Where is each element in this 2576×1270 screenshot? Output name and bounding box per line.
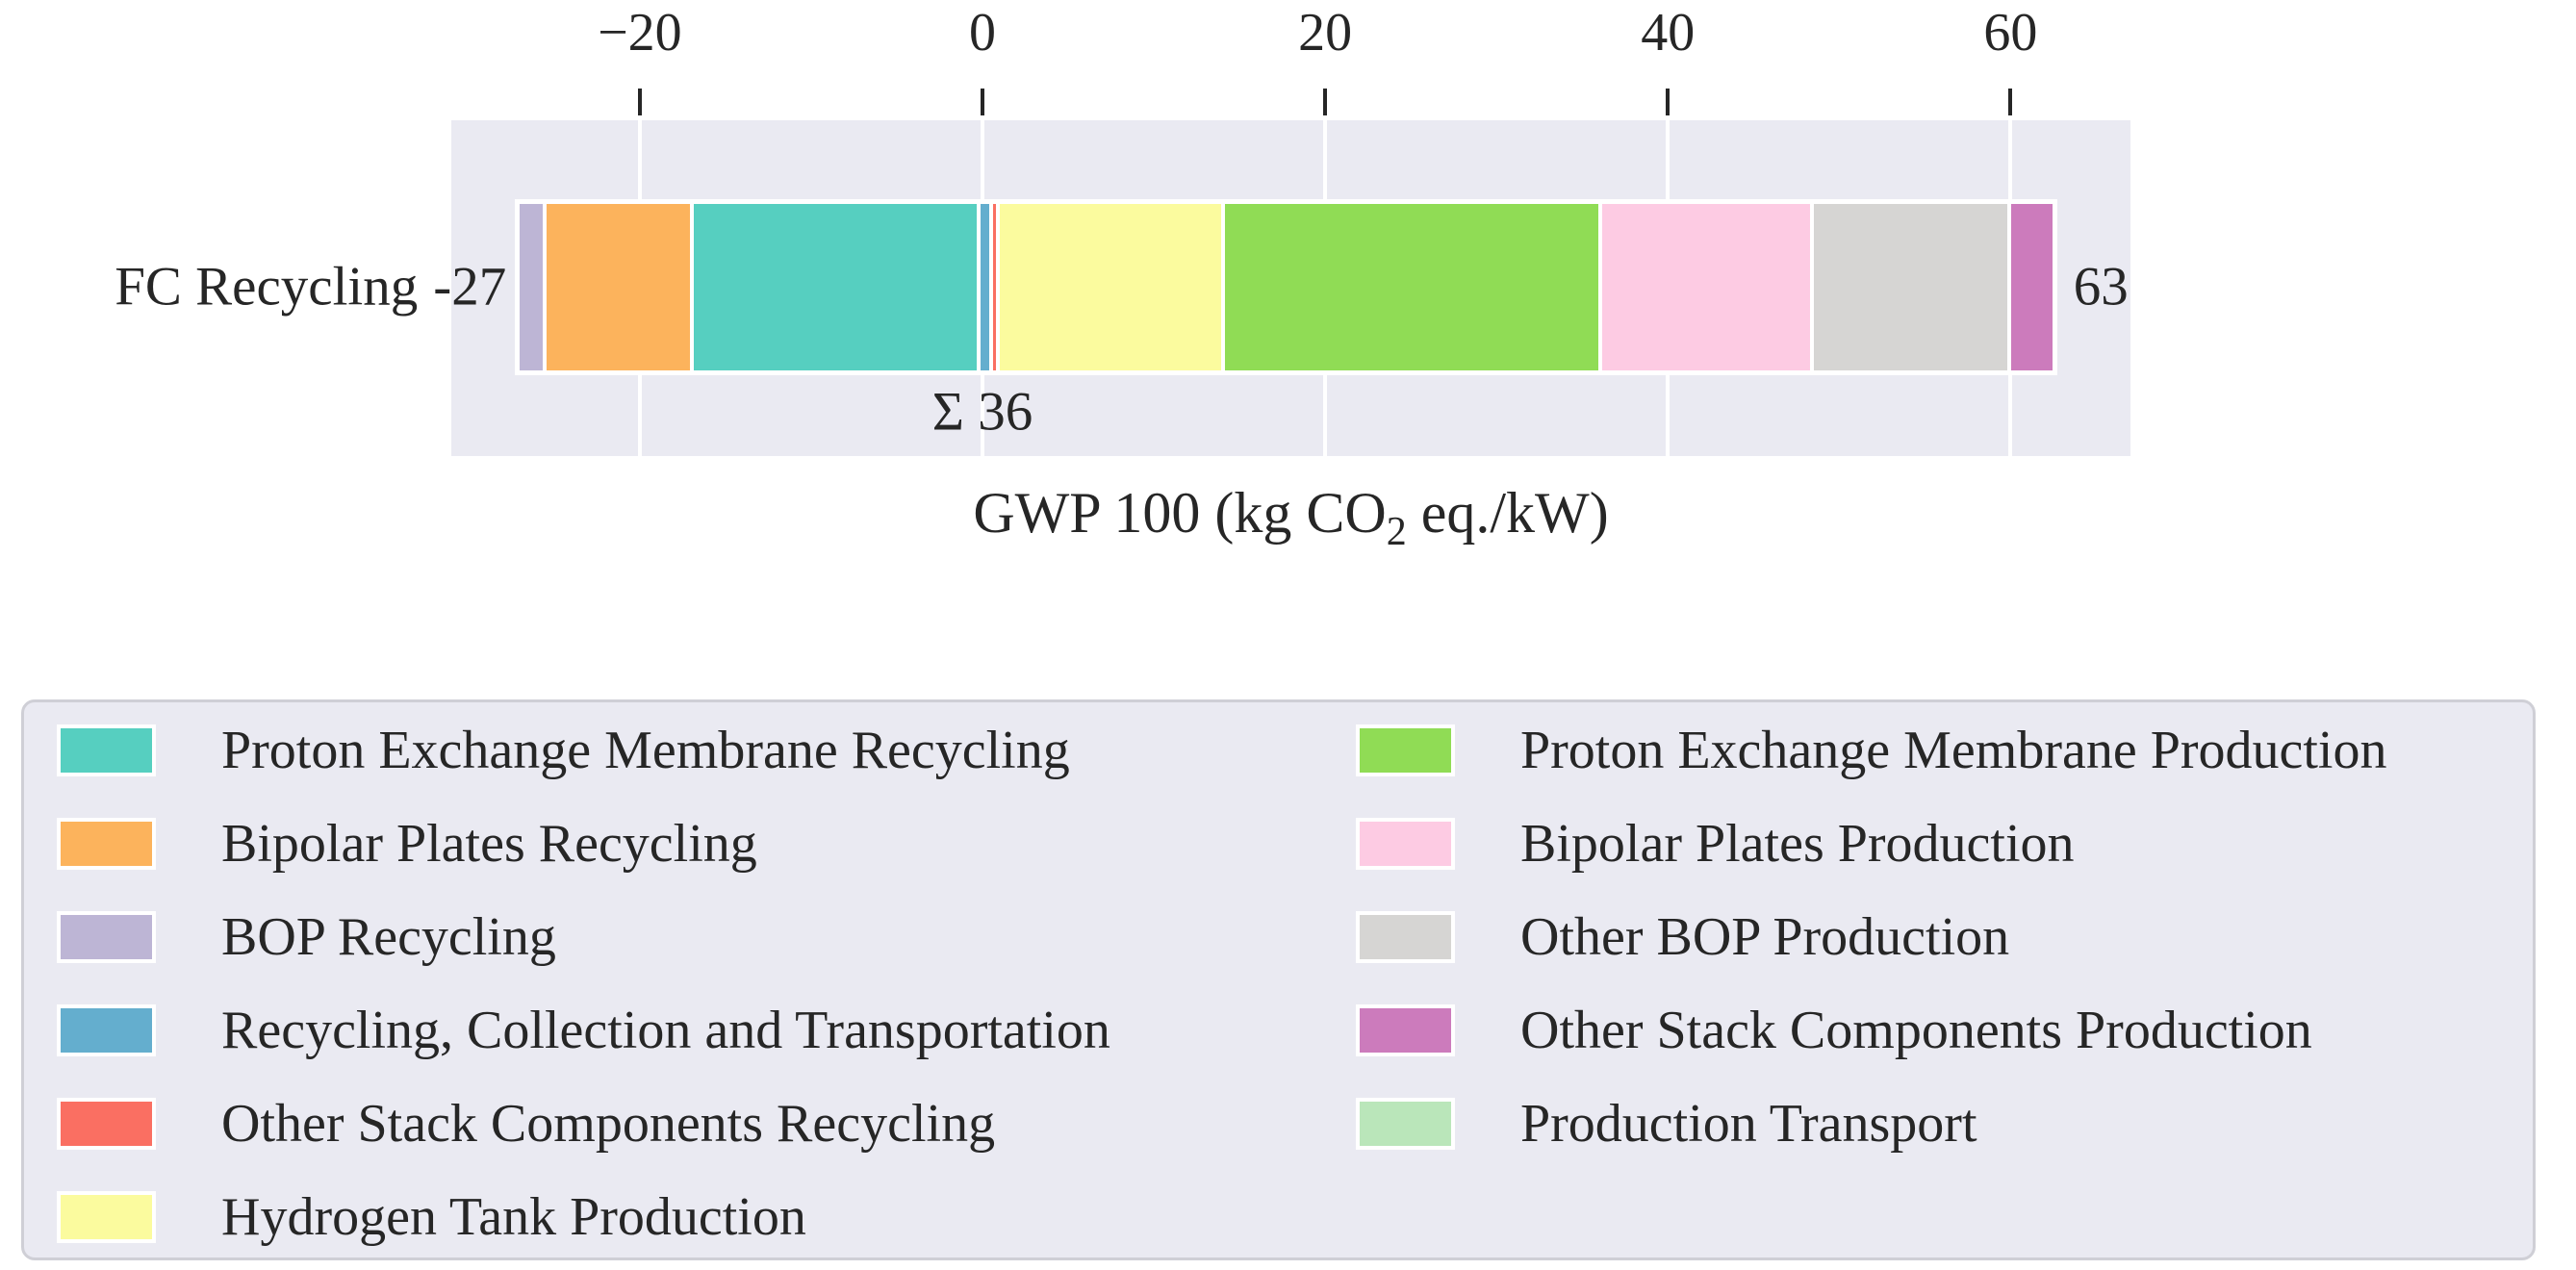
legend-item-recycling-collection-and-transportation: Recycling, Collection and Transportation <box>61 1000 1110 1061</box>
segment-proton-exchange-membrane-recycling <box>694 204 978 370</box>
axis-title-post: eq./kW) <box>1406 481 1609 545</box>
legend-item-proton-exchange-membrane-recycling: Proton Exchange Membrane Recycling <box>61 720 1070 781</box>
segment-recycling-collection-and-transportation <box>981 204 989 370</box>
tick-label-40: 40 <box>1641 3 1696 63</box>
legend-label: Recycling, Collection and Transportation <box>221 1001 1110 1060</box>
negative-total-value: -27 <box>433 256 507 318</box>
legend-label: Other Stack Components Production <box>1520 1001 2312 1060</box>
segment-bipolar-plates-recycling <box>547 204 691 370</box>
legend-swatch <box>1360 915 1451 959</box>
legend-item-production-transport: Production Transport <box>1360 1093 1977 1155</box>
tick-mark-60 <box>2008 89 2013 115</box>
tick-mark--20 <box>637 89 642 115</box>
legend-label: Other Stack Components Recycling <box>221 1094 996 1154</box>
tick-mark-40 <box>1666 89 1671 115</box>
legend-swatch <box>61 1195 152 1239</box>
tick-mark-20 <box>1323 89 1328 115</box>
plot-area <box>451 120 2130 456</box>
legend-label: Proton Exchange Membrane Recycling <box>221 721 1070 780</box>
legend-swatch <box>61 728 152 773</box>
legend-swatch <box>61 915 152 959</box>
tick-label-0: 0 <box>968 3 996 63</box>
legend-item-proton-exchange-membrane-production: Proton Exchange Membrane Production <box>1360 720 2386 781</box>
legend-label: BOP Recycling <box>221 907 556 967</box>
legend-swatch <box>1360 728 1451 773</box>
segment-hydrogen-tank-production <box>1000 204 1222 370</box>
legend-label: Production Transport <box>1520 1094 1977 1154</box>
axis-title-sub: 2 <box>1386 510 1407 554</box>
axis-title-pre: GWP 100 (kg CO <box>973 481 1387 545</box>
legend-label: Bipolar Plates Production <box>1520 814 2075 874</box>
legend-swatch <box>61 1102 152 1146</box>
segment-proton-exchange-membrane-production <box>1225 204 1598 370</box>
legend-item-other-stack-components-recycling: Other Stack Components Recycling <box>61 1093 995 1155</box>
legend-swatch <box>61 1008 152 1053</box>
legend-box: Proton Exchange Membrane Recycling Bipola… <box>21 699 2536 1260</box>
tick-label-20: 20 <box>1298 3 1353 63</box>
legend-swatch <box>61 822 152 866</box>
fc-recycling-stacked-bar <box>515 199 2057 375</box>
segment-other-stack-components-production <box>2010 204 2053 370</box>
positive-total-value: 63 <box>2073 256 2129 318</box>
legend-item-hydrogen-tank-production: Hydrogen Tank Production <box>61 1186 806 1248</box>
legend-swatch <box>1360 822 1451 866</box>
x-axis-tick-marks <box>451 89 2130 117</box>
legend-item-bipolar-plates-recycling: Bipolar Plates Recycling <box>61 813 757 875</box>
tick-label-60: 60 <box>1983 3 2038 63</box>
tick-label--20: −20 <box>598 3 682 63</box>
legend-label: Other BOP Production <box>1520 907 2010 967</box>
segment-other-stack-components-recycling <box>992 204 997 370</box>
legend-item-bipolar-plates-production: Bipolar Plates Production <box>1360 813 2075 875</box>
sum-annotation: Σ 36 <box>931 381 1033 443</box>
legend-swatch <box>1360 1102 1451 1146</box>
category-text: FC Recycling <box>115 256 419 318</box>
legend-label: Bipolar Plates Recycling <box>221 814 757 874</box>
legend-label: Hydrogen Tank Production <box>221 1187 806 1247</box>
segment-other-bop-production <box>1813 204 2007 370</box>
legend-item-bop-recycling: BOP Recycling <box>61 906 556 968</box>
legend-item-other-bop-production: Other BOP Production <box>1360 906 2009 968</box>
x-axis-tick-labels: −20 0 20 40 60 <box>451 2 2130 69</box>
legend-label: Proton Exchange Membrane Production <box>1520 721 2387 780</box>
tick-mark-0 <box>980 89 984 115</box>
bar-category-label: FC Recycling -27 <box>115 256 506 318</box>
legend-swatch <box>1360 1008 1451 1053</box>
segment-bipolar-plates-production <box>1601 204 1810 370</box>
segment-bop-recycling <box>520 204 544 370</box>
legend-item-other-stack-components-production: Other Stack Components Production <box>1360 1000 2312 1061</box>
x-axis-title: GWP 100 (kg CO2 eq./kW) <box>973 480 1608 555</box>
